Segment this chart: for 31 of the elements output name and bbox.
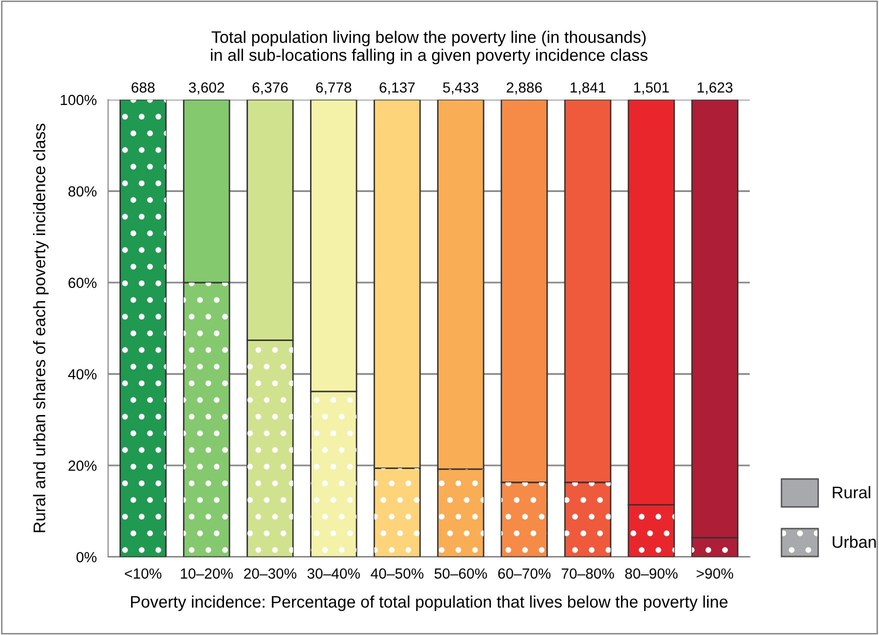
annotation: 5,433 <box>443 82 478 94</box>
x-tick-label: 70–80% <box>562 568 614 579</box>
annotation: 6,376 <box>252 82 288 94</box>
annotation: 1,841 <box>570 82 606 94</box>
x-tick-label: <10% <box>124 568 162 579</box>
y-tick-label: 80% <box>68 186 96 197</box>
y-tick-label: 100% <box>60 94 96 106</box>
x-tick-label: 30–40% <box>307 568 360 579</box>
x-tick-label: 50–60% <box>434 568 487 579</box>
y-axis-title: Rural and urban shares of each poverty incidence class <box>33 124 49 532</box>
y-tick-label: 60% <box>68 278 96 288</box>
annotation: 3,602 <box>188 82 224 94</box>
annotation: 2,886 <box>506 82 542 94</box>
annotation: 6,778 <box>316 82 352 94</box>
x-tick-label: 60–70% <box>498 568 550 579</box>
x-tick-label: >90% <box>696 568 734 579</box>
annotation: 6,137 <box>380 82 415 94</box>
text: Urban <box>832 536 876 548</box>
x-tick-label: 40–50% <box>370 568 424 579</box>
x-tick-label: 10–20% <box>180 568 233 579</box>
annotation: 688 <box>132 82 155 93</box>
x-tick-label: 80–90% <box>625 568 678 579</box>
chart-title: Total population living below the poverty line (in thousands) in all sub-locations falling in a given poverty incidence class <box>210 30 648 64</box>
annotation: 1,501 <box>634 82 669 94</box>
x-tick-label: 20–30% <box>244 568 296 579</box>
x-axis-title: Poverty incidence: Percentage of total population that lives below the poverty line <box>131 595 728 612</box>
y-tick-label: 0% <box>76 552 96 562</box>
y-tick-label: 40% <box>68 369 96 380</box>
y-tick-label: 20% <box>68 460 96 471</box>
annotation: 1,623 <box>698 82 732 94</box>
text: Rural <box>832 486 870 498</box>
